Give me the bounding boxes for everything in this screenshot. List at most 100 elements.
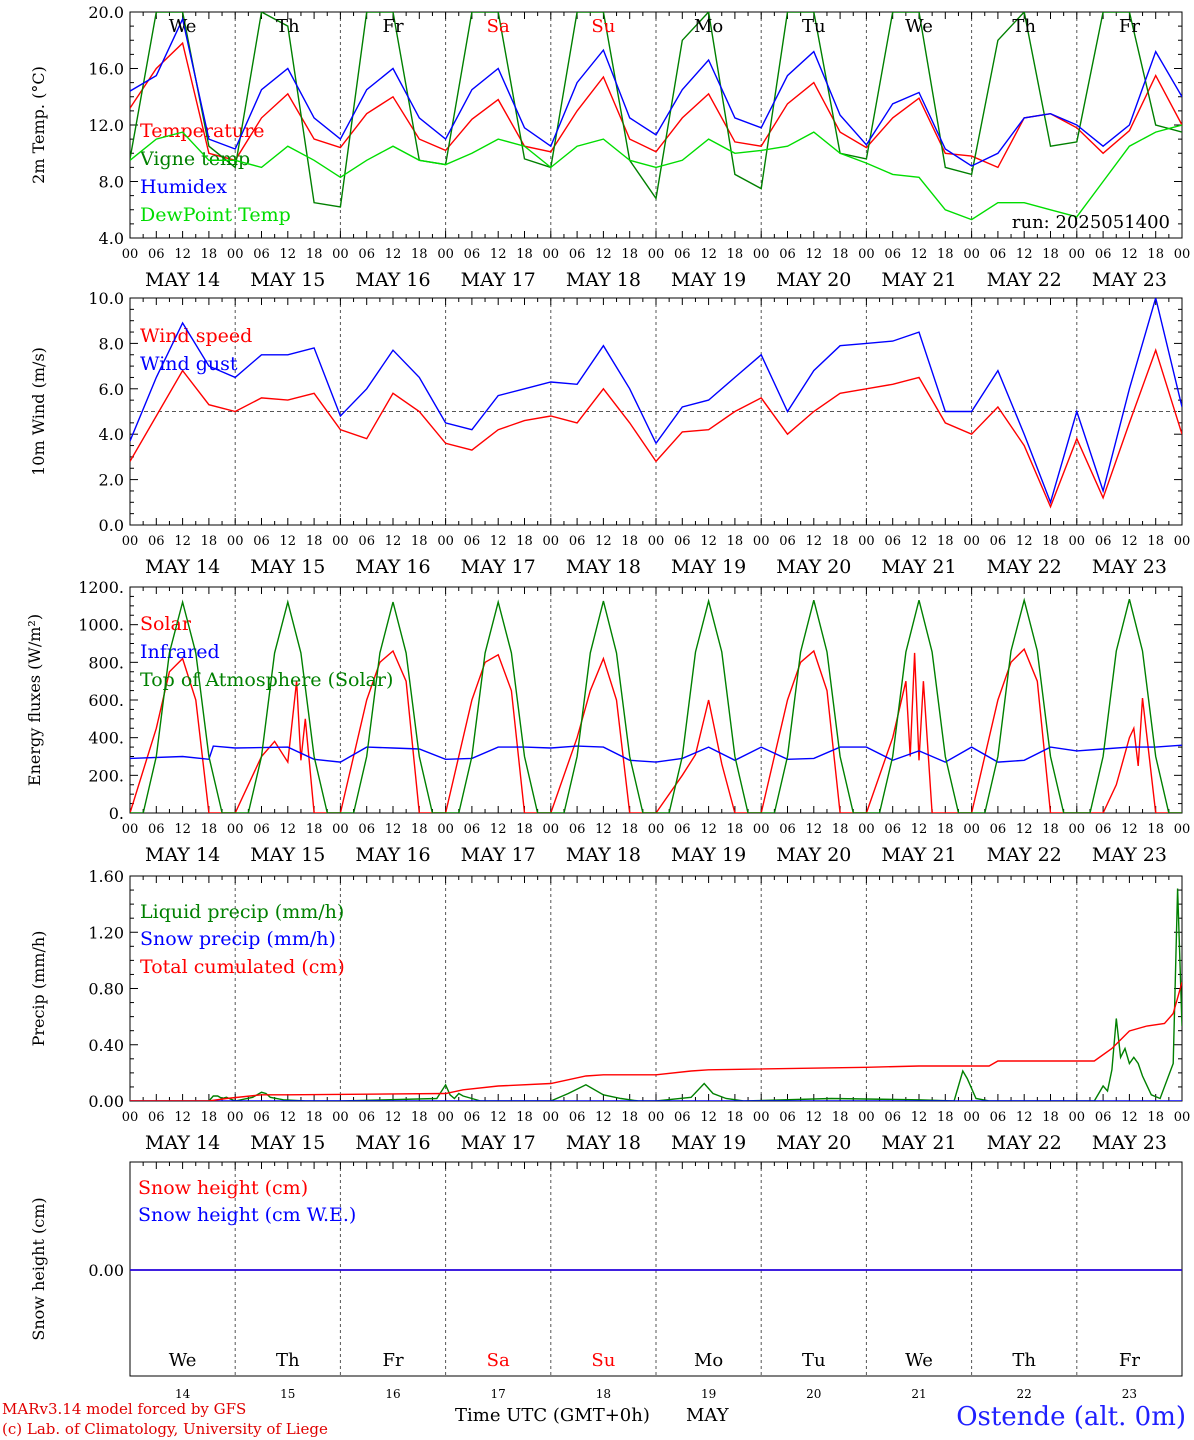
hour-label: 18 <box>516 534 533 549</box>
weekday-label: We <box>169 1350 197 1371</box>
date-label: MAY 15 <box>250 844 325 866</box>
hour-label: 06 <box>358 247 375 262</box>
hour-label: 18 <box>727 247 744 262</box>
hour-label: 12 <box>595 1110 612 1125</box>
hour-label: 06 <box>358 822 375 837</box>
hour-label: 06 <box>884 247 901 262</box>
date-label: MAY 18 <box>566 556 641 578</box>
hour-label: 18 <box>201 534 218 549</box>
hour-label: 18 <box>1147 1110 1164 1125</box>
y-axis-label: 2m Temp. (°C) <box>29 66 48 184</box>
hour-label: 12 <box>806 534 823 549</box>
hour-label: 06 <box>358 534 375 549</box>
date-label: MAY 23 <box>1092 844 1167 866</box>
hour-label: 00 <box>753 534 770 549</box>
date-label: MAY 21 <box>881 1132 956 1154</box>
date-label: MAY 15 <box>250 269 325 291</box>
date-label: MAY 18 <box>566 844 641 866</box>
hour-label: 06 <box>779 534 796 549</box>
hour-label: 18 <box>621 822 638 837</box>
date-label: MAY 20 <box>776 269 851 291</box>
hour-label: 00 <box>963 1110 980 1125</box>
date-label: MAY 17 <box>461 1132 536 1154</box>
hour-label: 18 <box>621 1110 638 1125</box>
hour-label: 06 <box>148 822 165 837</box>
hour-label: 00 <box>122 1110 139 1125</box>
date-label: MAY 16 <box>355 1132 430 1154</box>
hour-label: 12 <box>490 534 507 549</box>
weekday-label: Fr <box>1119 1350 1140 1371</box>
date-label: MAY 23 <box>1092 556 1167 578</box>
hour-label: 00 <box>1174 1110 1191 1125</box>
hour-label: 18 <box>727 822 744 837</box>
legend-entry: Top of Atmosphere (Solar) <box>140 669 393 691</box>
station-name: Ostende (alt. 0m) <box>956 1402 1186 1432</box>
hour-label: 12 <box>911 1110 928 1125</box>
hour-label: 06 <box>464 534 481 549</box>
y-tick-label: 8.0 <box>99 173 124 192</box>
weekday-label: We <box>905 1350 933 1371</box>
hour-label: 00 <box>753 822 770 837</box>
weekday-label: Mo <box>694 16 723 37</box>
hour-label: 06 <box>779 822 796 837</box>
y-tick-label: 12.0 <box>88 116 124 135</box>
date-label: MAY 17 <box>461 844 536 866</box>
hour-label: 12 <box>490 247 507 262</box>
hour-label: 00 <box>122 822 139 837</box>
hour-label: 12 <box>1016 534 1033 549</box>
hour-label: 12 <box>1016 247 1033 262</box>
date-label: MAY 20 <box>776 844 851 866</box>
day-number-label: 22 <box>1017 1387 1032 1401</box>
hour-label: 12 <box>385 822 402 837</box>
hour-label: 00 <box>543 534 560 549</box>
date-label: MAY 19 <box>671 556 746 578</box>
hour-label: 18 <box>937 534 954 549</box>
hour-label: 12 <box>1121 822 1138 837</box>
hour-label: 06 <box>569 247 586 262</box>
hour-label: 12 <box>385 247 402 262</box>
hour-label: 06 <box>884 534 901 549</box>
hour-label: 12 <box>385 534 402 549</box>
hour-label: 18 <box>621 247 638 262</box>
y-tick-label: 6.0 <box>99 380 124 399</box>
hour-label: 12 <box>911 822 928 837</box>
hour-label: 12 <box>280 822 297 837</box>
hour-label: 06 <box>464 1110 481 1125</box>
hour-label: 00 <box>332 822 349 837</box>
hour-label: 06 <box>779 1110 796 1125</box>
weekday-label: Fr <box>382 1350 403 1371</box>
hour-label: 12 <box>280 1110 297 1125</box>
hour-label: 18 <box>516 247 533 262</box>
hour-label: 06 <box>990 247 1007 262</box>
hour-label: 18 <box>306 822 323 837</box>
hour-label: 12 <box>1121 1110 1138 1125</box>
hour-label: 00 <box>858 534 875 549</box>
series-line-humidex <box>130 16 1182 167</box>
hour-label: 18 <box>727 534 744 549</box>
hour-label: 18 <box>832 1110 849 1125</box>
hour-label: 00 <box>858 1110 875 1125</box>
date-label: MAY 18 <box>566 1132 641 1154</box>
hour-label: 06 <box>674 247 691 262</box>
hour-label: 12 <box>490 822 507 837</box>
y-tick-label: 1.20 <box>88 923 124 942</box>
hour-label: 06 <box>569 822 586 837</box>
hour-label: 06 <box>990 822 1007 837</box>
date-label: MAY 16 <box>355 844 430 866</box>
hour-label: 18 <box>1042 534 1059 549</box>
date-label: MAY 15 <box>250 556 325 578</box>
hour-label: 12 <box>911 247 928 262</box>
weekday-label: We <box>169 16 197 37</box>
hour-label: 12 <box>911 534 928 549</box>
hour-label: 00 <box>332 247 349 262</box>
hour-label: 18 <box>306 534 323 549</box>
hour-label: 06 <box>253 1110 270 1125</box>
date-label: MAY 22 <box>987 1132 1062 1154</box>
weekday-label: Th <box>276 16 300 37</box>
hour-label: 06 <box>569 1110 586 1125</box>
y-tick-label: 1000. <box>78 616 124 635</box>
day-number-label: 14 <box>175 1387 191 1401</box>
series-line-vigne-temp <box>130 12 1182 208</box>
hour-label: 12 <box>174 247 191 262</box>
